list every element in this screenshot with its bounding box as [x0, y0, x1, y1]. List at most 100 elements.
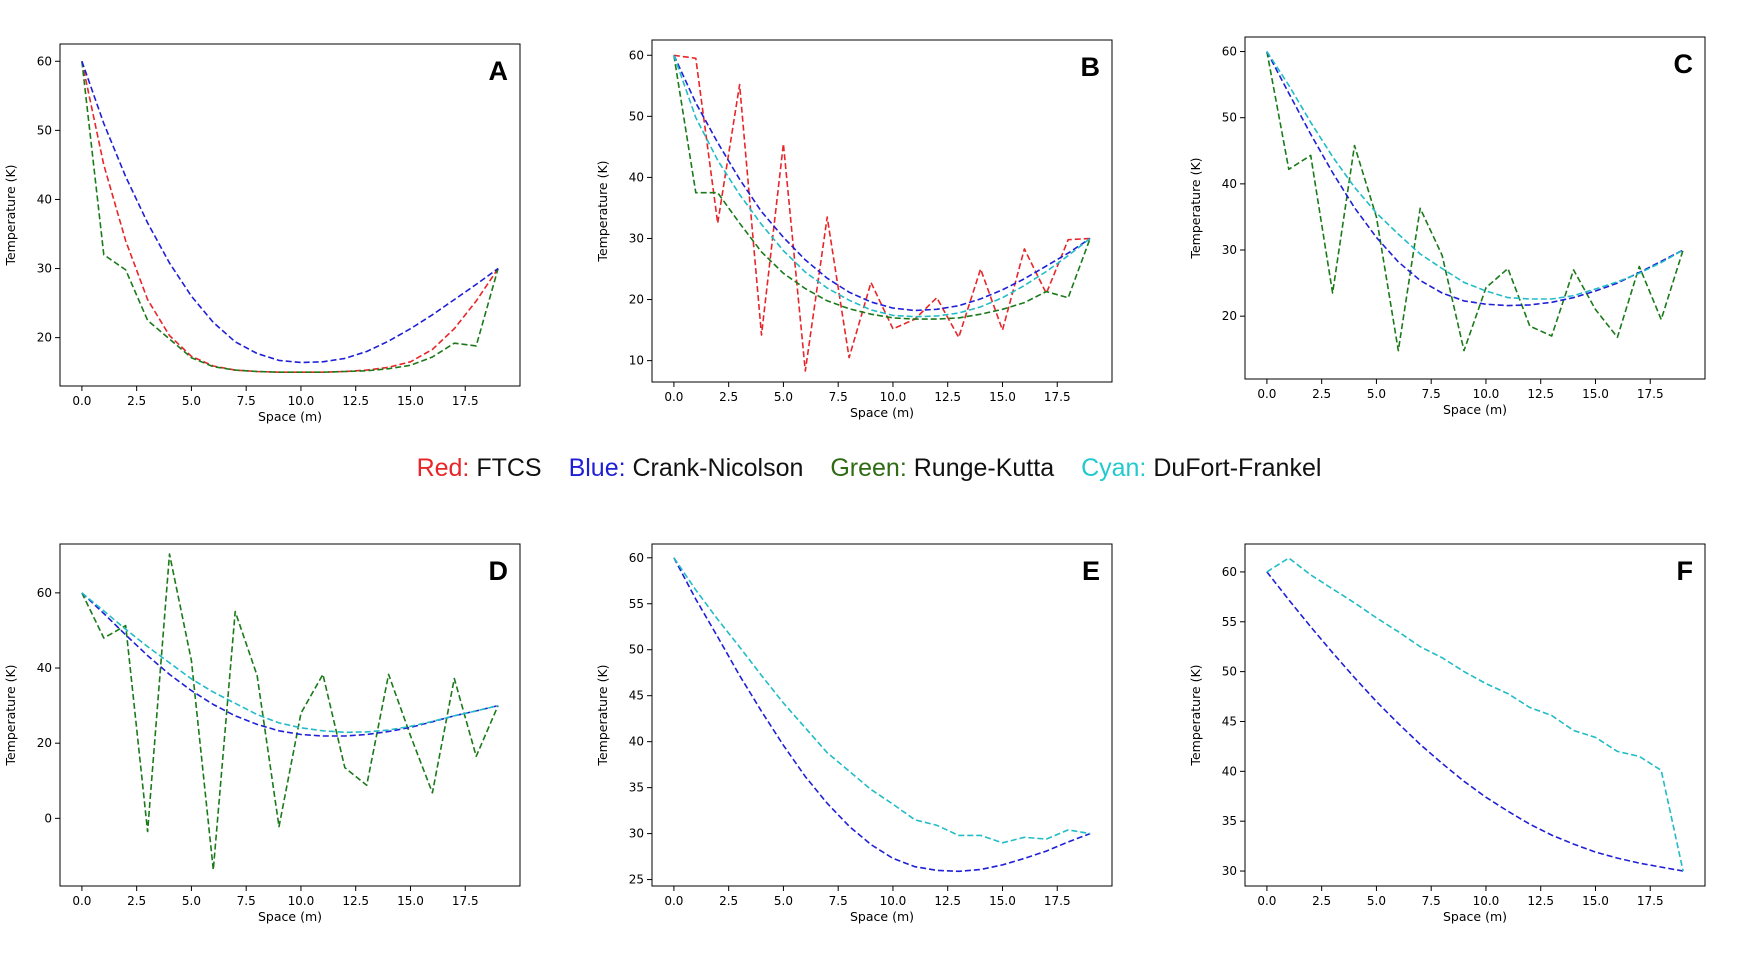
- panel-c-series-green: [1266, 51, 1684, 352]
- legend-key-green: Green:: [830, 454, 907, 482]
- panel-b-xtick-label: 5.0: [774, 390, 793, 404]
- panel-e-ytick-label: 25: [629, 873, 644, 887]
- panel-c-xtick-label: 17.5: [1637, 387, 1664, 401]
- panel-c-ytick-label: 40: [1222, 177, 1237, 191]
- panel-c-xtick-label: 15.0: [1582, 387, 1609, 401]
- panel-c-ytick-label: 20: [1222, 309, 1237, 323]
- panel-d-axes-frame: [59, 543, 521, 887]
- panel-b-ytick-label: 20: [629, 293, 644, 307]
- panel-e-ytick-label: 30: [629, 827, 644, 841]
- panel-b-ytick-label: 50: [629, 109, 644, 123]
- panel-a-xtick-label: 5.0: [182, 394, 201, 408]
- panel-c-series-blue: [1266, 51, 1684, 307]
- panel-a-ylabel: Temperature (K): [3, 164, 18, 266]
- panel-c-axes-frame: [1244, 36, 1706, 380]
- panel-a-xtick-label: 0.0: [72, 394, 91, 408]
- panel-e-series-blue: [673, 557, 1091, 873]
- panel-f-xtick-label: 7.5: [1422, 894, 1441, 908]
- panel-d-xtick-label: 10.0: [288, 894, 315, 908]
- panel-a-series-blue: [81, 61, 499, 364]
- legend-name-crank-nicolson: Crank-Nicolson: [632, 454, 804, 482]
- panel-b-axes-frame: [651, 39, 1113, 383]
- panel-d-xtick-label: 17.5: [452, 894, 479, 908]
- panel-f-xtick-label: 5.0: [1367, 894, 1386, 908]
- legend-key-blue: Blue:: [568, 454, 626, 482]
- panel-b-xtick-label: 2.5: [719, 390, 738, 404]
- panel-b-series-cyan: [673, 55, 1091, 318]
- legend-entry-dufort-frankel: Cyan: DuFort-Frankel: [1081, 454, 1321, 482]
- panel-e-xtick-label: 5.0: [774, 894, 793, 908]
- legend-name-runge-kutta: Runge-Kutta: [913, 454, 1055, 482]
- panel-e-ytick-label: 45: [629, 689, 644, 703]
- legend-entry-runge-kutta: Green: Runge-Kutta: [830, 454, 1054, 482]
- panel-f-ytick-label: 50: [1222, 665, 1237, 679]
- panel-f-xtick-label: 2.5: [1312, 894, 1331, 908]
- panel-c-xtick-label: 12.5: [1527, 387, 1554, 401]
- panel-c-ylabel: Temperature (K): [1188, 157, 1203, 259]
- panel-d-xtick-label: 12.5: [342, 894, 369, 908]
- panel-f: 0.0 2.5 5.0 7.5 10.0 12.5 15.0 17.5 30 35 40 45 50 55…: [1188, 543, 1706, 924]
- panel-f-ytick-label: 35: [1222, 814, 1237, 828]
- panel-d-ylabel: Temperature (K): [3, 664, 18, 766]
- panel-a-xtick-label: 17.5: [452, 394, 479, 408]
- panel-e-xtick-label: 7.5: [829, 894, 848, 908]
- panel-d-xtick-label: 0.0: [72, 894, 91, 908]
- panel-e-ytick-label: 35: [629, 781, 644, 795]
- panel-c: 0.0 2.5 5.0 7.5 10.0 12.5 15.0 17.5 20 30 40 50 60 Sp…: [1188, 36, 1706, 417]
- panel-b-letter: B: [1081, 52, 1101, 82]
- panel-e: 0.0 2.5 5.0 7.5 10.0 12.5 15.0 17.5 25 30 35 40 45 50…: [595, 543, 1113, 924]
- panel-d-letter: D: [489, 556, 509, 586]
- panel-c-ytick-label: 30: [1222, 243, 1237, 257]
- panel-e-series-cyan: [673, 557, 1091, 844]
- panel-b-xlabel: Space (m): [850, 405, 914, 420]
- panel-d-ytick-label: 0: [44, 811, 52, 825]
- panel-f-ylabel: Temperature (K): [1188, 664, 1203, 766]
- panel-e-letter: E: [1082, 556, 1100, 586]
- panel-b-ylabel: Temperature (K): [595, 160, 610, 262]
- panel-b-xtick-label: 10.0: [880, 390, 907, 404]
- panel-e-ytick-label: 55: [629, 597, 644, 611]
- panel-a-ytick-label: 60: [37, 54, 52, 68]
- panel-a-xtick-label: 10.0: [288, 394, 315, 408]
- color-legend: Red: FTCS Blue: Crank-Nicolson Green: Ru…: [0, 454, 1738, 483]
- panel-a-xtick-label: 7.5: [237, 394, 256, 408]
- legend-key-cyan: Cyan:: [1081, 454, 1147, 482]
- panel-d-series-blue: [81, 592, 499, 737]
- panel-d-xtick-label: 5.0: [182, 894, 201, 908]
- panel-d-xtick-label: 7.5: [237, 894, 256, 908]
- panel-f-xlabel: Space (m): [1443, 909, 1507, 924]
- panel-a-ytick-label: 20: [37, 331, 52, 345]
- legend-entry-crank-nicolson: Blue: Crank-Nicolson: [569, 454, 804, 482]
- panel-c-xtick-label: 7.5: [1422, 387, 1441, 401]
- panel-f-series-cyan: [1266, 557, 1684, 872]
- panel-b-xtick-label: 12.5: [934, 390, 961, 404]
- panel-c-series-cyan: [1266, 51, 1684, 300]
- panel-f-xtick-label: 10.0: [1473, 894, 1500, 908]
- panel-b-xtick-label: 15.0: [989, 390, 1016, 404]
- panel-b-series-blue: [673, 54, 1091, 312]
- panel-c-xtick-label: 10.0: [1473, 387, 1500, 401]
- legend-key-red: Red:: [416, 454, 470, 482]
- panel-f-xtick-label: 15.0: [1582, 894, 1609, 908]
- panel-c-xlabel: Space (m): [1443, 402, 1507, 417]
- panel-b-series-green: [673, 55, 1091, 320]
- panel-d-xtick-label: 15.0: [397, 894, 424, 908]
- panel-f-ytick-label: 40: [1222, 764, 1237, 778]
- panel-f-xtick-label: 12.5: [1527, 894, 1554, 908]
- panel-d-series-green: [81, 553, 499, 871]
- panel-a-series-red: [81, 61, 499, 374]
- panel-d-series-cyan: [81, 592, 499, 734]
- panel-d-xlabel: Space (m): [258, 909, 322, 924]
- panel-a-axes-frame: [59, 43, 521, 387]
- panel-e-xtick-label: 10.0: [880, 894, 907, 908]
- panel-e-ytick-label: 60: [629, 551, 644, 565]
- panel-e-xlabel: Space (m): [850, 909, 914, 924]
- panel-a-ytick-label: 30: [37, 262, 52, 276]
- panel-e-xtick-label: 2.5: [719, 894, 738, 908]
- panel-c-xtick-label: 5.0: [1367, 387, 1386, 401]
- panel-f-axes-frame: [1244, 543, 1706, 887]
- panel-b-xtick-label: 17.5: [1044, 390, 1071, 404]
- panel-f-series-blue: [1266, 571, 1684, 872]
- panel-f-xtick-label: 17.5: [1637, 894, 1664, 908]
